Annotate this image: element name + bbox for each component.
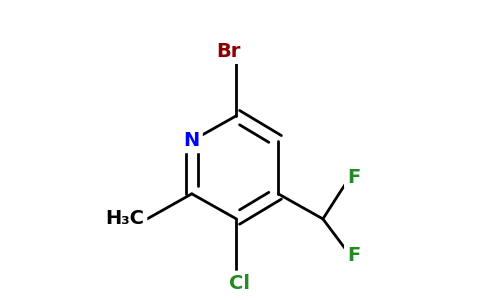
Text: N: N: [183, 131, 200, 150]
Text: F: F: [347, 246, 360, 265]
Text: Br: Br: [216, 42, 240, 61]
Text: H₃C: H₃C: [106, 209, 144, 228]
Text: H: H: [128, 209, 144, 228]
Text: Cl: Cl: [229, 274, 250, 292]
Text: F: F: [347, 168, 360, 187]
